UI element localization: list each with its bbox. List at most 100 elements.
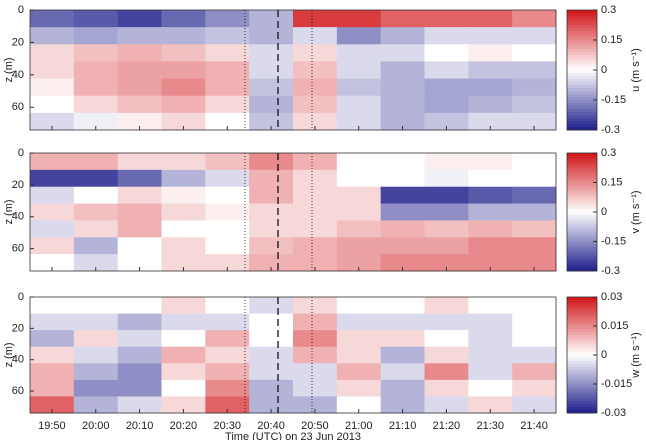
colorbar-step — [567, 40, 597, 44]
colorbar-step — [567, 268, 597, 272]
colorbar-step — [567, 49, 597, 53]
colorbar-step — [567, 247, 597, 251]
heat-cell — [293, 10, 338, 28]
heat-cell — [293, 61, 338, 80]
colorbar-step — [567, 37, 597, 41]
heat-cell — [161, 95, 206, 114]
heat-cell — [73, 61, 119, 80]
y-tick-label: 60 — [12, 385, 24, 397]
heat-cell — [336, 112, 382, 131]
heat-cell — [380, 153, 425, 171]
heat-cell — [73, 313, 119, 331]
heat-cell — [512, 330, 557, 348]
colorbar-step — [567, 82, 597, 86]
heat-cell — [161, 78, 206, 97]
x-tick-label: 21:10 — [389, 420, 417, 432]
heat-cell — [249, 78, 294, 97]
x-tick-label: 21:30 — [476, 420, 504, 432]
colorbar-step — [567, 401, 597, 405]
heat-cell — [293, 396, 338, 414]
heat-cell — [336, 220, 382, 238]
heat-cell — [293, 78, 338, 97]
heat-cell — [380, 330, 425, 348]
colorbar-step — [567, 176, 597, 181]
colorbar-step — [567, 302, 597, 307]
heat-cell — [73, 112, 119, 131]
heat-cell — [249, 112, 294, 131]
heat-cell — [161, 112, 206, 131]
heat-cell — [117, 203, 162, 221]
colorbar-tick-label: 0 — [601, 64, 607, 76]
heat-cell — [161, 237, 206, 255]
colorbar-tick-label: 0.3 — [601, 4, 616, 16]
colorbar-step — [567, 158, 597, 163]
heat-cell — [249, 61, 294, 80]
heat-cell — [512, 27, 557, 45]
heat-cell — [380, 237, 425, 255]
heat-cell — [424, 10, 469, 28]
colorbar-step — [567, 217, 597, 222]
y-tick-label: 0 — [18, 291, 24, 303]
heat-cell — [249, 153, 294, 171]
colorbar-step — [567, 311, 597, 315]
plot-frame — [29, 9, 557, 131]
heat-cell — [424, 169, 469, 188]
colorbar-step — [567, 250, 597, 254]
heat-cell — [161, 297, 206, 315]
colorbar-step — [567, 100, 597, 104]
colorbar-step — [567, 173, 597, 178]
heat-cell — [205, 203, 250, 221]
heat-cell — [424, 112, 469, 131]
heat-cell — [512, 186, 557, 205]
colorbar-step — [567, 386, 597, 391]
colorbar-step — [567, 363, 597, 368]
colorbar-step — [567, 212, 597, 216]
colorbar-step — [567, 398, 597, 402]
heat-cell — [30, 112, 75, 131]
heat-cell — [30, 379, 75, 397]
colorbar-step — [567, 115, 597, 119]
colorbar-tick-label: 0.3 — [601, 147, 616, 159]
heat-cell — [117, 363, 162, 381]
colorbar-step — [567, 155, 597, 160]
heat-cell — [380, 313, 425, 331]
heat-cell — [468, 61, 513, 80]
colorbar-step — [567, 188, 597, 192]
y-axis-label: z (m) — [3, 342, 15, 367]
heat-cell — [468, 379, 513, 397]
heat-cell — [30, 220, 75, 238]
heat-cell — [117, 396, 162, 414]
x-axis-label: Time (UTC) on 23 Jun 2013 — [225, 431, 361, 440]
heat-cell — [424, 220, 469, 238]
colorbar-step — [567, 326, 597, 330]
colorbar-step — [567, 331, 597, 336]
heat-cell — [249, 186, 294, 205]
colorbar-step — [567, 167, 597, 172]
heat-cell — [424, 254, 469, 272]
heat-cell — [512, 313, 557, 331]
heat-cell — [293, 27, 338, 45]
heat-cell — [293, 112, 338, 131]
heat-cell — [161, 379, 206, 397]
heat-cell — [30, 61, 75, 80]
colorbar-step — [567, 305, 597, 310]
heat-cell — [380, 297, 425, 315]
heat-cell — [30, 363, 75, 381]
heat-cell — [512, 363, 557, 381]
heat-cell — [293, 363, 338, 381]
heat-cell — [380, 363, 425, 381]
heat-cell — [30, 254, 75, 272]
heat-cell — [293, 254, 338, 272]
colorbar-step — [567, 360, 597, 365]
heat-cell — [117, 330, 162, 348]
heat-cell — [73, 78, 119, 97]
colorbar-step — [567, 366, 597, 370]
heat-cell — [468, 330, 513, 348]
heat-cell — [380, 169, 425, 188]
colorbar-step — [567, 395, 597, 399]
colorbar-step — [567, 103, 597, 107]
heat-cell — [117, 27, 162, 45]
colorbar-step — [567, 384, 597, 388]
y-tick-label: 20 — [12, 322, 24, 334]
heat-cell — [424, 61, 469, 80]
